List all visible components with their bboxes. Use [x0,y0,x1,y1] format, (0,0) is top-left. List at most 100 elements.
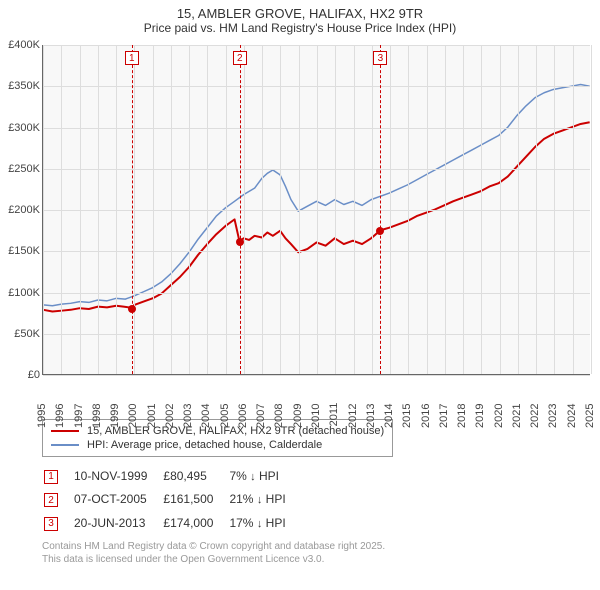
event-date: 07-OCT-2005 [74,489,161,511]
x-axis-label: 2005 [219,403,231,427]
x-axis-label: 2019 [474,403,486,427]
y-axis-label: £50K [0,328,40,340]
gridline-v [61,45,62,374]
x-axis-label: 2010 [310,403,322,427]
x-axis-label: 2021 [511,403,523,427]
x-axis-label: 2025 [584,403,596,427]
event-dot [376,227,384,235]
footer-attribution: Contains HM Land Registry data © Crown c… [42,540,600,566]
gridline-v [354,45,355,374]
gridline-v [98,45,99,374]
gridline-v [408,45,409,374]
x-axis-label: 2018 [456,403,468,427]
y-axis-label: £250K [0,163,40,175]
event-row: 207-OCT-2005£161,50021% ↓ HPI [44,489,300,511]
gridline-v [80,45,81,374]
gridline-h [43,375,590,376]
chart-title-block: 15, AMBLER GROVE, HALIFAX, HX2 9TR Price… [0,0,600,39]
event-price: £161,500 [163,489,227,511]
gridline-v [573,45,574,374]
gridline-v [226,45,227,374]
event-marker-line [380,45,381,374]
x-axis-label: 2015 [401,403,413,427]
x-axis-label: 2014 [383,403,395,427]
y-axis-label: £350K [0,80,40,92]
event-number: 2 [44,493,58,507]
legend-swatch [51,430,79,432]
x-axis-label: 2006 [237,403,249,427]
x-axis-label: 2020 [493,403,505,427]
gridline-v [153,45,154,374]
gridline-v [299,45,300,374]
x-axis-label: 2000 [127,403,139,427]
gridline-v [262,45,263,374]
legend-item: HPI: Average price, detached house, Cald… [51,438,384,452]
x-axis-label: 2001 [146,403,158,427]
x-axis-label: 1998 [91,403,103,427]
gridline-v [500,45,501,374]
x-axis-label: 2012 [347,403,359,427]
gridline-v [427,45,428,374]
x-axis-label: 2009 [292,403,304,427]
y-axis-label: £300K [0,122,40,134]
gridline-v [591,45,592,374]
event-date: 20-JUN-2013 [74,512,161,534]
y-axis-label: £200K [0,204,40,216]
x-axis-label: 2016 [420,403,432,427]
plot-area: 1 2 3 [42,45,590,375]
down-arrow-icon: ↓ [250,471,256,483]
footer-line-1: Contains HM Land Registry data © Crown c… [42,540,600,553]
event-row: 3 20-JUN-2013£174,00017% ↓ HPI [44,512,300,534]
event-marker-label: 1 [125,51,139,65]
x-axis-label: 2024 [566,403,578,427]
x-axis-label: 2022 [529,403,541,427]
legend-swatch [51,444,79,446]
event-dot [236,238,244,246]
legend-label: HPI: Average price, detached house, Cald… [87,439,322,451]
gridline-v [171,45,172,374]
event-pct: 17% ↓ HPI [229,512,299,534]
gridline-v [116,45,117,374]
x-axis-label: 2003 [182,403,194,427]
events-table: 110-NOV-1999£80,4957% ↓ HPI207-OCT-2005£… [42,463,302,536]
gridline-v [536,45,537,374]
x-axis-label: 2004 [200,403,212,427]
x-axis-label: 2007 [255,403,267,427]
event-date: 10-NOV-1999 [74,465,161,487]
gridline-v [463,45,464,374]
x-axis-label: 2017 [438,403,450,427]
gridline-v [134,45,135,374]
gridline-v [481,45,482,374]
gridline-v [518,45,519,374]
event-marker-label: 2 [233,51,247,65]
gridline-v [372,45,373,374]
y-axis-label: £150K [0,245,40,257]
footer-line-2: This data is licensed under the Open Gov… [42,553,600,566]
event-number: 1 [44,470,58,484]
title-line-2: Price paid vs. HM Land Registry's House … [0,21,600,35]
gridline-v [390,45,391,374]
down-arrow-icon: ↓ [257,518,263,530]
x-axis-label: 2011 [328,403,340,427]
y-axis-label: £0 [0,369,40,381]
gridline-v [554,45,555,374]
gridline-v [244,45,245,374]
gridline-v [189,45,190,374]
event-marker-label: 3 [373,51,387,65]
x-axis-label: 1997 [73,403,85,427]
event-number: 3 [44,517,58,531]
title-line-1: 15, AMBLER GROVE, HALIFAX, HX2 9TR [0,6,600,21]
x-axis-label: 2013 [365,403,377,427]
event-pct: 7% ↓ HPI [229,465,299,487]
event-row: 110-NOV-1999£80,4957% ↓ HPI [44,465,300,487]
y-axis-label: £400K [0,39,40,51]
x-axis-label: 1995 [36,403,48,427]
gridline-v [445,45,446,374]
gridline-v [207,45,208,374]
event-dot [128,305,136,313]
gridline-v [280,45,281,374]
x-axis-label: 1996 [54,403,66,427]
event-price: £174,000 [163,512,227,534]
chart-area: 123 £0£50K£100K£150K£200K£250K£300K£350K… [0,39,600,419]
x-axis-label: 2023 [547,403,559,427]
